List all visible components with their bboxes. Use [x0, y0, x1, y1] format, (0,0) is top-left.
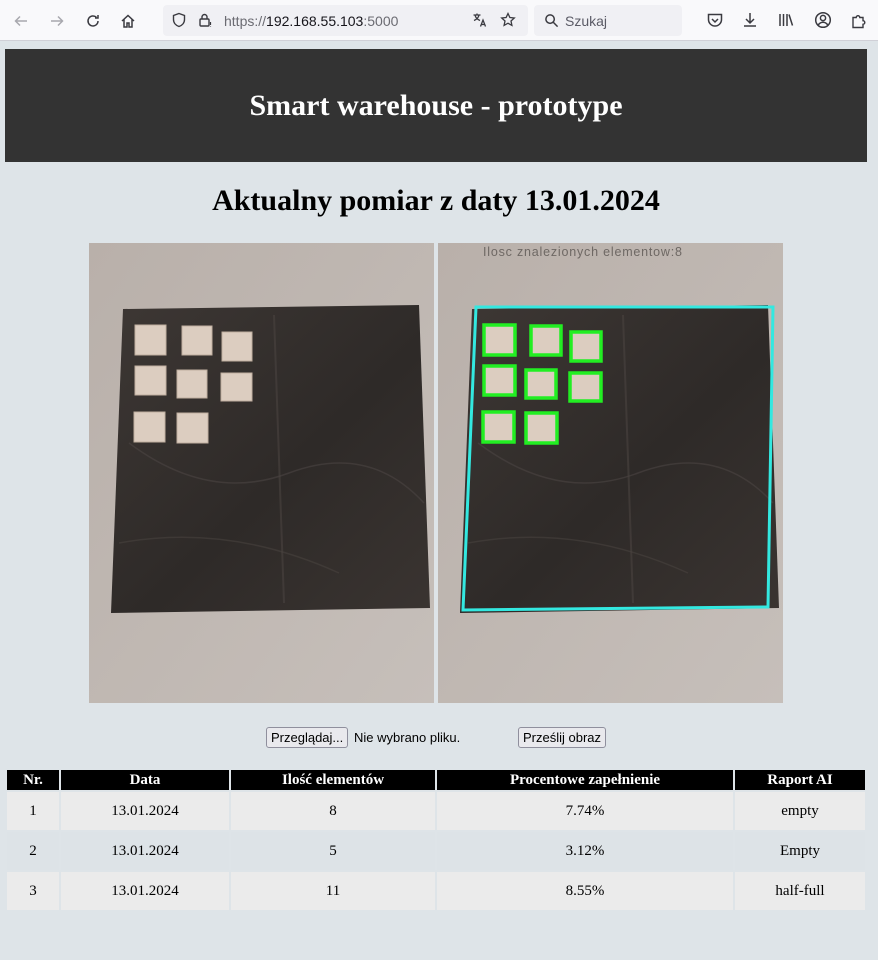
cell-date: 13.01.2024	[61, 792, 229, 830]
table-row: 3 13.01.2024 11 8.55% half-full	[7, 872, 865, 910]
table-header-row: Nr. Data Ilość elementów Procentowe zape…	[7, 770, 865, 790]
cell-date: 13.01.2024	[61, 872, 229, 910]
search-icon	[545, 14, 559, 28]
shield-icon[interactable]	[171, 12, 187, 28]
download-icon[interactable]	[741, 11, 759, 29]
cell-nr: 1	[7, 792, 59, 830]
reload-icon[interactable]	[81, 9, 105, 33]
cell-nr: 2	[7, 832, 59, 870]
account-icon[interactable]	[814, 11, 832, 29]
cell-nr: 3	[7, 872, 59, 910]
cell-fill: 8.55%	[437, 872, 733, 910]
site-title: Smart warehouse - prototype	[249, 88, 623, 122]
search-bar[interactable]: Szukaj	[534, 5, 682, 36]
column-header-ai-report: Raport AI	[735, 770, 865, 790]
table-row: 2 13.01.2024 5 3.12% Empty	[7, 832, 865, 870]
cell-ai-report: empty	[735, 792, 865, 830]
back-icon[interactable]	[9, 9, 33, 33]
measurements-table: Nr. Data Ilość elementów Procentowe zape…	[5, 768, 867, 912]
measurement-title: Aktualny pomiar z daty 13.01.2024	[212, 184, 660, 217]
site-header: Smart warehouse - prototype	[5, 49, 867, 162]
cell-count: 5	[231, 832, 435, 870]
cell-ai-report: half-full	[735, 872, 865, 910]
home-icon[interactable]	[116, 9, 140, 33]
bookmark-star-icon[interactable]	[500, 12, 516, 28]
cell-ai-report: Empty	[735, 832, 865, 870]
submit-image-button[interactable]: Prześlij obraz	[518, 727, 607, 748]
processed-photo: Ilosc znalezionych elementow:8	[438, 243, 783, 703]
extensions-icon[interactable]	[850, 11, 868, 29]
detection-count-label: Ilosc znalezionych elementow:8	[483, 245, 683, 259]
cell-count: 8	[231, 792, 435, 830]
no-file-label: Nie wybrano pliku.	[354, 730, 461, 745]
pocket-icon[interactable]	[706, 11, 724, 29]
library-icon[interactable]	[777, 11, 795, 29]
original-photo	[89, 243, 434, 703]
column-header-nr: Nr.	[7, 770, 59, 790]
browser-toolbar: https://192.168.55.103:5000 Szukaj	[0, 0, 878, 41]
forward-icon[interactable]	[45, 9, 69, 33]
url-bar[interactable]: https://192.168.55.103:5000	[163, 5, 528, 36]
cell-fill: 3.12%	[437, 832, 733, 870]
browse-button[interactable]: Przeglądaj...	[266, 727, 349, 748]
table-row: 1 13.01.2024 8 7.74% empty	[7, 792, 865, 830]
column-header-count: Ilość elementów	[231, 770, 435, 790]
cell-fill: 7.74%	[437, 792, 733, 830]
upload-form: Przeglądaj... Nie wybrano pliku. Prześli…	[0, 727, 878, 749]
cell-count: 11	[231, 872, 435, 910]
cell-date: 13.01.2024	[61, 832, 229, 870]
translate-icon[interactable]	[472, 12, 488, 28]
column-header-fill: Procentowe zapełnienie	[437, 770, 733, 790]
lock-warning-icon[interactable]	[197, 12, 213, 28]
search-input[interactable]: Szukaj	[565, 13, 608, 29]
column-header-date: Data	[61, 770, 229, 790]
url-text[interactable]: https://192.168.55.103:5000	[224, 13, 399, 29]
